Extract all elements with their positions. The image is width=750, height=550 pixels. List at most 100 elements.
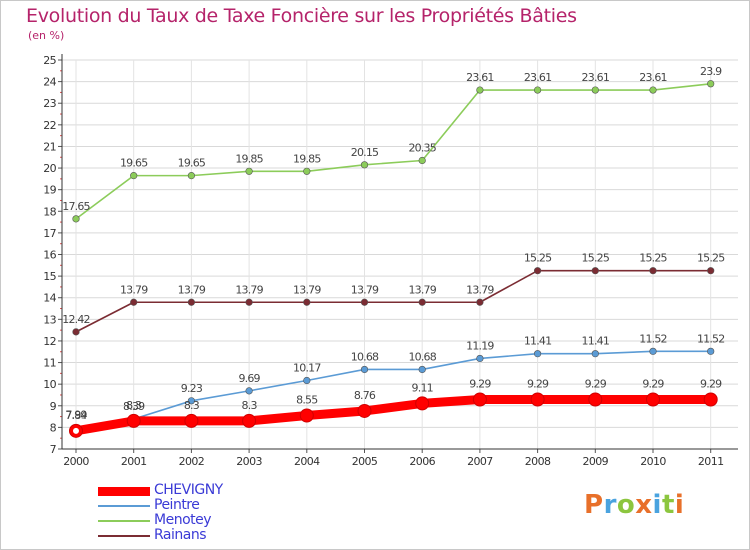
data-label-peintre: 7.99 [65,409,87,422]
data-label-chevigny: 8.3 [184,399,200,412]
x-tick-label: 2005 [352,455,378,468]
data-point-menotey [476,86,484,94]
data-point-rainans [591,267,599,275]
data-point-rainans [476,298,484,306]
data-point-chevigny [703,392,718,407]
data-label-rainans: 12.42 [62,313,90,326]
data-label-chevigny: 8.3 [242,399,258,412]
y-tick-label: 9 [50,400,57,413]
data-point-chevigny [184,413,199,428]
y-tick-label: 21 [43,140,56,153]
data-label-menotey: 23.61 [639,71,667,84]
data-point-peintre [245,387,253,395]
data-point-rainans [245,298,253,306]
logo-letter: t [661,490,675,520]
data-point-rainans [130,298,138,306]
data-point-rainans [707,267,715,275]
logo-letter: o [616,490,636,520]
data-point-menotey [245,167,253,175]
data-point-chevigny [415,396,430,411]
data-point-menotey [418,156,426,165]
data-label-chevigny: 8.3 [126,399,142,412]
data-point-menotey [130,172,138,180]
x-tick-label: 2001 [121,455,147,468]
data-label-menotey: 19.65 [120,157,148,170]
data-label-rainans: 13.79 [351,283,379,296]
data-point-rainans [72,328,80,336]
x-tick-label: 2002 [179,455,205,468]
x-tick-label: 2004 [294,455,320,468]
data-label-chevigny: 9.11 [412,381,433,394]
y-tick-label: 23 [43,97,56,110]
data-point-menotey [303,167,311,175]
data-label-peintre: 10.68 [351,350,379,363]
y-tick-label: 14 [43,292,56,305]
y-tick-label: 10 [43,378,56,391]
legend-label: CHEVIGNY [154,482,223,498]
y-tick-label: 19 [43,184,56,197]
data-label-menotey: 23.9 [700,65,722,78]
data-point-menotey [591,86,599,94]
series-line-peintre [75,350,712,429]
data-point-chevigny [646,392,660,407]
data-point-chevigny [472,392,487,407]
y-tick-label: 18 [43,205,56,218]
data-point-peintre [591,350,599,358]
y-tick-label: 20 [43,162,56,175]
data-point-menotey [649,86,657,94]
data-point-rainans [303,298,311,306]
logo-letter: P [584,490,604,520]
data-point-menotey [72,215,80,223]
unit-label: (en %) [28,29,65,42]
data-point-rainans [418,298,426,306]
data-label-chevigny: 9.29 [585,378,607,391]
data-label-rainans: 15.25 [639,252,667,265]
y-tick-label: 17 [43,227,56,240]
data-point-rainans [649,267,657,275]
data-point-peintre [418,365,426,374]
x-tick-label: 2009 [582,455,608,468]
data-label-rainans: 13.79 [120,283,148,296]
data-point-rainans [533,267,542,275]
legend-swatch [98,535,150,537]
legend-swatch [98,486,150,496]
legend-swatch [98,505,150,507]
data-label-menotey: 20.15 [351,146,379,159]
data-point-chevigny-ring [73,427,79,434]
data-point-peintre [707,347,715,355]
data-point-peintre [533,350,542,358]
y-tick-label: 15 [43,270,56,283]
x-tick-label: 2007 [467,455,493,468]
data-label-peintre: 10.68 [408,350,436,363]
data-point-menotey [360,161,369,169]
x-tick-label: 2003 [236,455,262,468]
data-label-peintre: 10.17 [293,361,321,374]
data-point-menotey [533,86,542,94]
data-point-menotey [187,172,195,180]
y-tick-label: 11 [43,357,56,370]
data-label-peintre: 11.19 [466,339,494,352]
data-label-rainans: 13.79 [178,283,206,296]
data-point-peintre [476,354,484,363]
data-label-menotey: 19.85 [293,152,321,165]
data-label-chevigny: 9.29 [642,378,664,391]
data-point-peintre [649,347,657,355]
data-label-rainans: 13.79 [466,283,494,296]
logo-letter: i [652,490,662,520]
data-label-rainans: 13.79 [293,283,321,296]
logo-letter: x [635,490,653,520]
data-label-menotey: 20.35 [408,141,436,154]
data-label-chevigny: 9.29 [469,378,491,391]
data-point-rainans [360,298,369,306]
x-tick-label: 2000 [63,455,89,468]
legend-label: Peintre [154,497,200,513]
x-tick-label: 2006 [409,455,435,468]
data-label-peintre: 11.52 [697,332,725,345]
data-label-chevigny: 8.55 [296,394,318,407]
page-title: Evolution du Taux de Taxe Foncière sur l… [26,5,577,27]
x-tick-label: 2008 [525,455,551,468]
data-label-menotey: 23.61 [582,71,610,84]
data-point-peintre [360,365,369,374]
logo-letter: i [674,490,685,520]
